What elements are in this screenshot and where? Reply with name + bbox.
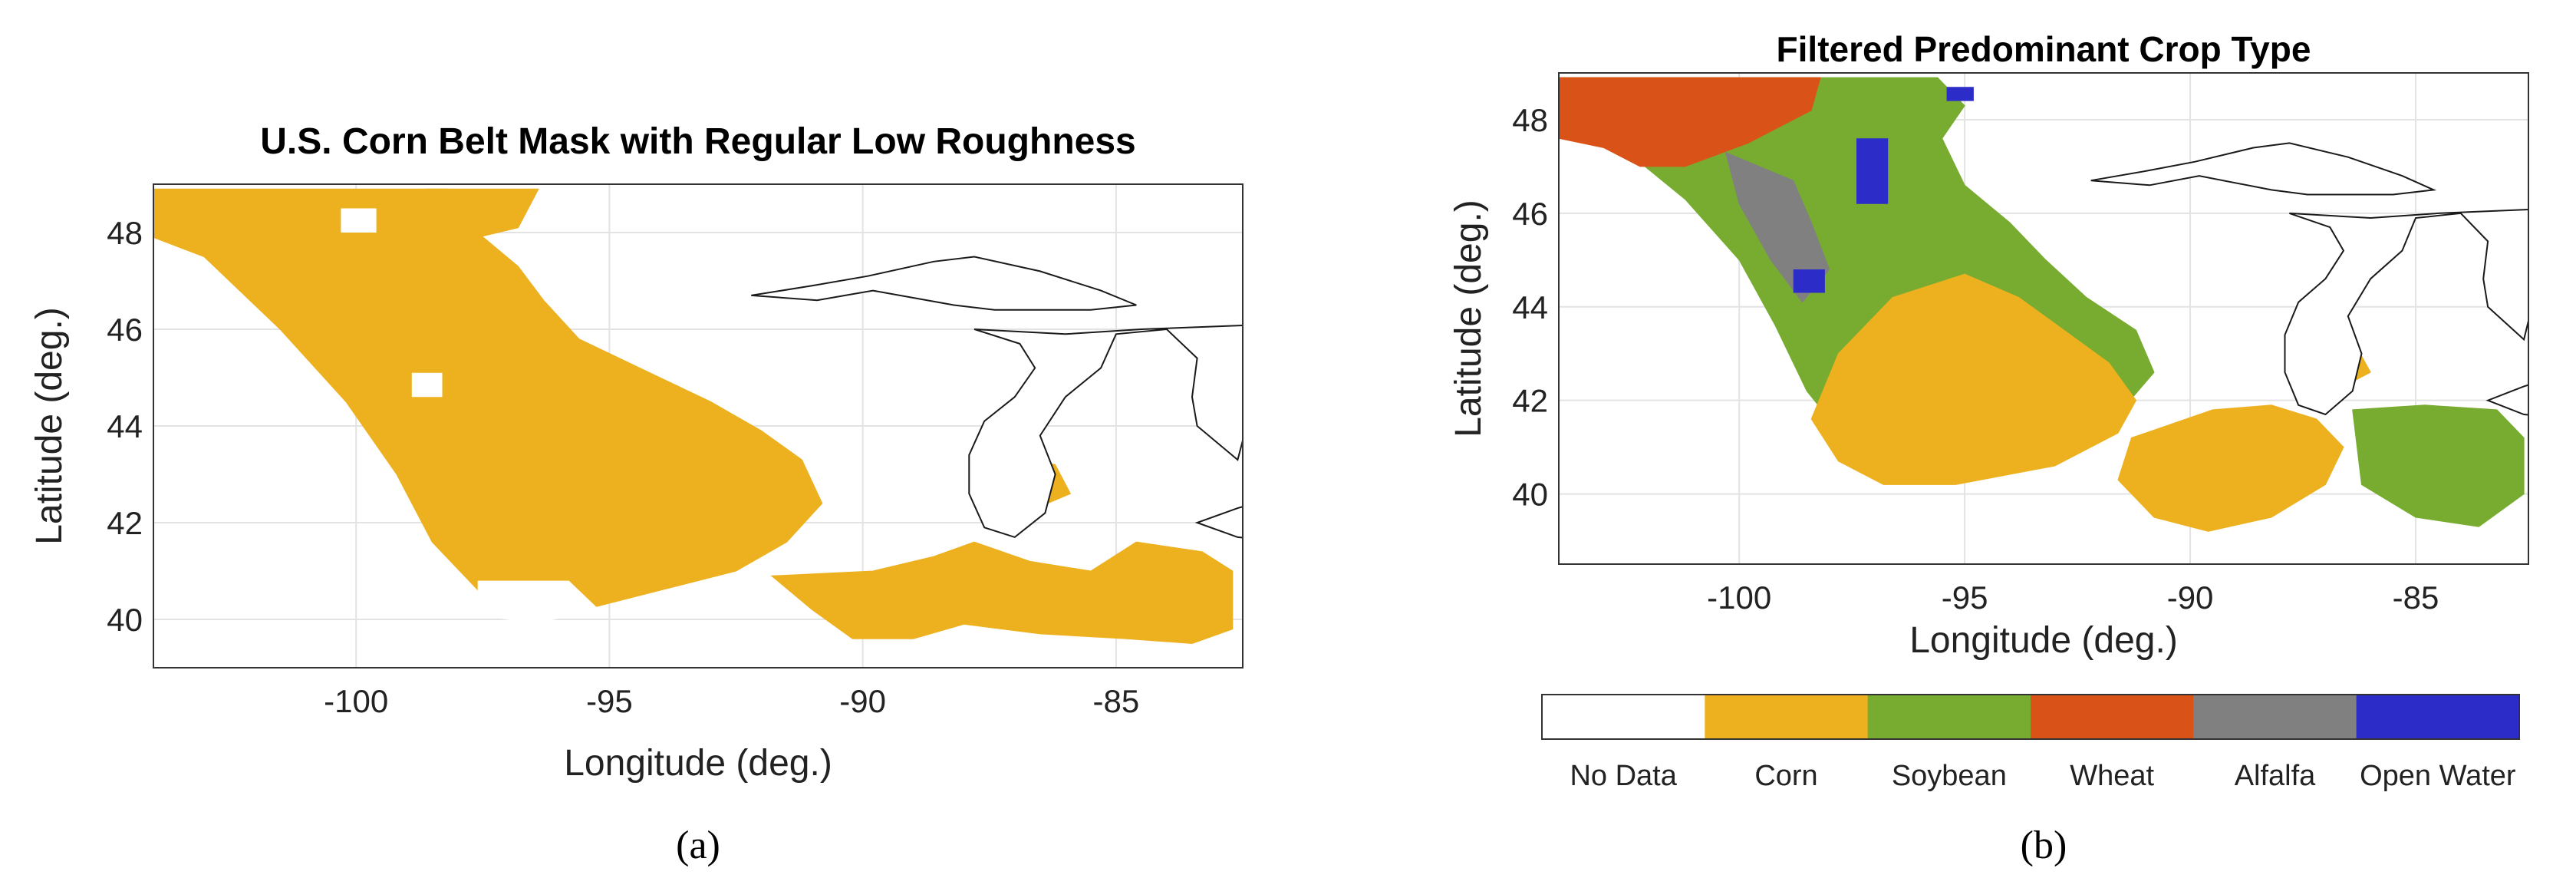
chart-a: U.S. Corn Belt Mask with Regular Low Rou… [29, 121, 1244, 867]
water-red-river [1856, 138, 1889, 204]
colorbar-swatch [1705, 695, 1869, 739]
colorbar-frame [1541, 694, 2520, 740]
region-northern-plains [153, 188, 823, 610]
chart-b-xtick: -90 [2167, 579, 2214, 616]
chart-a-ylabel: Latitude (deg.) [29, 307, 70, 545]
lake-michigan_huron [2284, 209, 2528, 416]
lake-erie [1194, 506, 1243, 539]
colorbar-swatch [1867, 695, 2031, 739]
region-dakota-north [426, 188, 539, 238]
colorbar-swatch [2356, 695, 2520, 739]
lake-erie [2485, 384, 2528, 416]
chart-b-xtick: -85 [2393, 579, 2439, 616]
chart-b-title: Filtered Predominant Crop Type [1777, 29, 2311, 69]
chart-b-frame [1558, 72, 2529, 565]
colorbar-label: No Data [1570, 760, 1677, 792]
colorbar-label: Open Water [2360, 760, 2516, 792]
chart-a-ytick: 42 [107, 505, 143, 541]
chart-b-lakes [2090, 142, 2528, 416]
chart-a-ytick: 48 [107, 215, 143, 251]
chart-a-regions [153, 188, 1234, 645]
chart-b-water [1793, 87, 1974, 293]
colorbar-label: Soybean [1892, 760, 2007, 792]
chart-a-xtick: -85 [1093, 683, 1140, 719]
colorbar-swatch [2193, 695, 2357, 739]
chart-b-ytick: 42 [1512, 383, 1548, 419]
lake-superior [2090, 142, 2437, 196]
chart-a-ytick: 40 [107, 602, 143, 638]
chart-b-panel-label: (b) [2021, 824, 2067, 867]
chart-b-ytick: 46 [1512, 196, 1548, 232]
chart-a-xticks: -100 -95 -90 -85 [324, 683, 1139, 719]
chart-a-xtick: -90 [839, 683, 886, 719]
water-lake-of-the-woods [1946, 87, 1974, 101]
chart-b-colorbar-labels: No Data Corn Soybean Wheat Alfalfa Open … [1570, 760, 2515, 792]
chart-b-xlabel: Longitude (deg.) [1909, 620, 2178, 661]
chart-b-ytick: 44 [1512, 289, 1548, 325]
chart-a-ytick: 44 [107, 408, 143, 444]
hole-ne [477, 580, 600, 625]
chart-b-xtick: -100 [1707, 579, 1771, 616]
chart-a-ytick: 46 [107, 312, 143, 348]
water-se-sd-water [1793, 269, 1825, 293]
colorbar-label: Wheat [2070, 760, 2154, 792]
chart-b-regions [1559, 77, 2525, 532]
chart-a-xlabel: Longitude (deg.) [564, 743, 832, 784]
region-corn [2117, 404, 2344, 532]
chart-a-xtick: -100 [324, 683, 388, 719]
region-soybean [2352, 404, 2525, 527]
colorbar-swatch [2031, 695, 2194, 739]
region-corn [1810, 273, 2137, 485]
chart-a-lakes [751, 256, 1243, 539]
chart-b-ylabel: Latitude (deg.) [1448, 200, 1489, 437]
chart-b-yticks: 40 42 44 46 48 [1512, 102, 1548, 513]
chart-a-yticks: 40 42 44 46 48 [107, 215, 143, 638]
hole-nd [341, 208, 377, 233]
lake-michigan_huron [968, 324, 1243, 539]
chart-a-panel-label: (a) [676, 824, 720, 867]
region-southern-corn [770, 541, 1234, 645]
region-wheat [1559, 77, 1821, 167]
colorbar-swatch [1542, 695, 1705, 739]
chart-b-colorbar [1541, 694, 2520, 740]
hole-sd [411, 372, 443, 398]
chart-b-xticks: -100 -95 -90 -85 [1707, 579, 2439, 616]
chart-b-ytick: 40 [1512, 477, 1548, 513]
colorbar-label: Corn [1754, 760, 1817, 792]
chart-b: Filtered Predominant Crop Type -100 -95 … [1448, 29, 2529, 867]
chart-a-xtick: -95 [586, 683, 633, 719]
lake-superior [751, 256, 1137, 311]
chart-b-xtick: -95 [1942, 579, 1988, 616]
chart-b-ytick: 48 [1512, 102, 1548, 138]
colorbar-label: Alfalfa [2235, 760, 2316, 792]
chart-a-frame [153, 183, 1244, 668]
chart-a-holes [341, 208, 600, 625]
chart-a-title: U.S. Corn Belt Mask with Regular Low Rou… [260, 121, 1135, 162]
